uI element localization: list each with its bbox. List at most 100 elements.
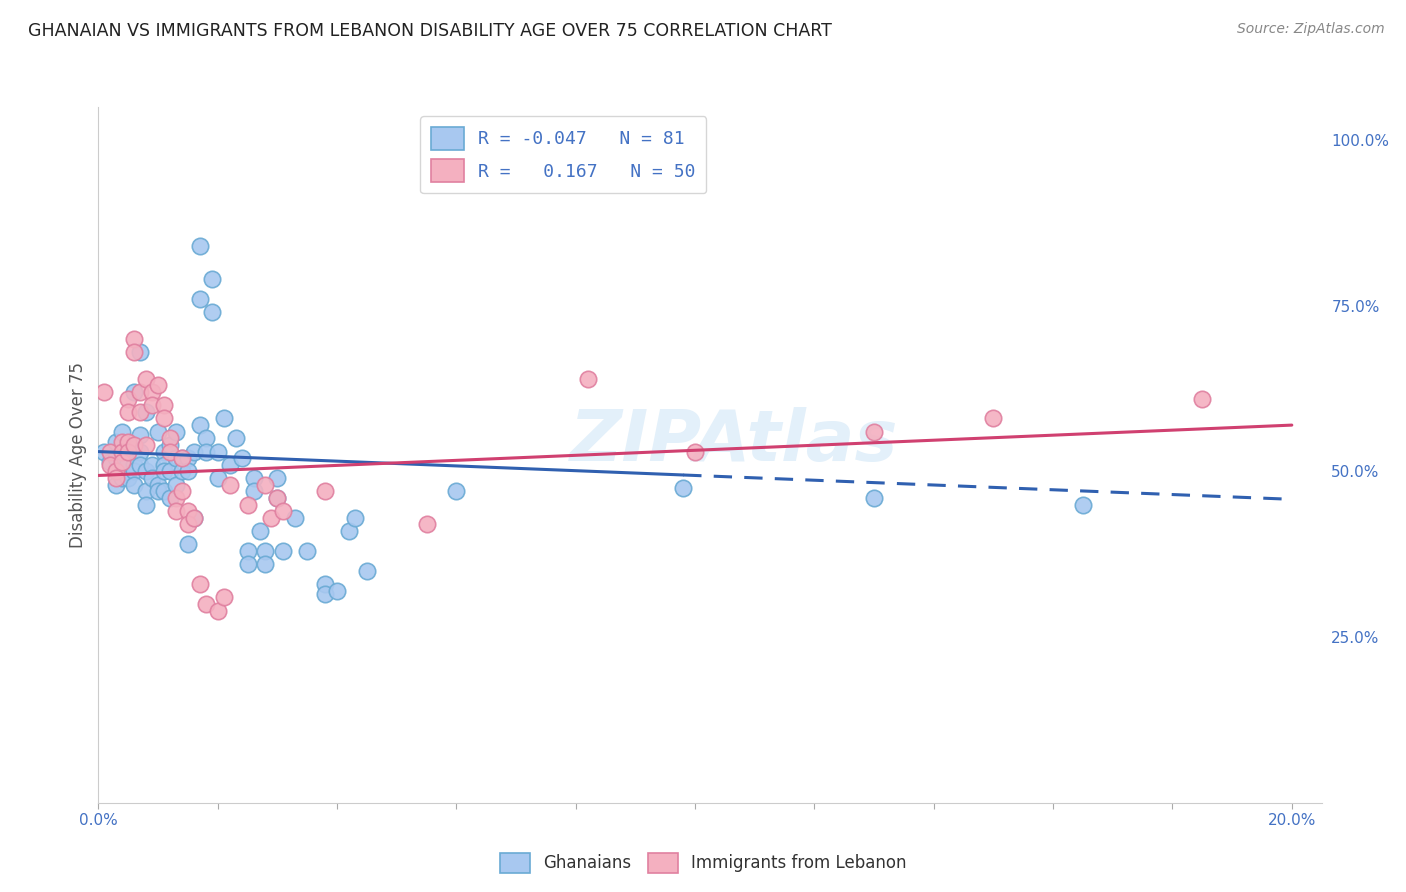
Point	[153, 398, 176, 412]
Point	[207, 471, 229, 485]
Point	[135, 372, 157, 386]
Point	[111, 458, 134, 472]
Point	[117, 405, 139, 419]
Point	[141, 384, 163, 399]
Point	[135, 465, 157, 479]
Point	[117, 454, 139, 468]
Point	[153, 458, 176, 472]
Point	[207, 604, 229, 618]
Point	[249, 524, 271, 538]
Point	[159, 431, 181, 445]
Point	[254, 544, 277, 558]
Point	[218, 477, 240, 491]
Point	[98, 458, 121, 472]
Point	[111, 434, 134, 449]
Point	[326, 583, 349, 598]
Point	[153, 444, 176, 458]
Point	[983, 411, 1005, 425]
Point	[105, 471, 128, 485]
Point	[122, 458, 145, 472]
Point	[194, 431, 217, 445]
Point	[266, 471, 288, 485]
Point	[273, 504, 295, 518]
Point	[266, 491, 288, 505]
Point	[260, 511, 283, 525]
Point	[194, 444, 217, 458]
Point	[105, 477, 128, 491]
Point	[170, 465, 193, 479]
Point	[146, 484, 169, 499]
Point	[314, 587, 336, 601]
Point	[141, 398, 163, 412]
Point	[153, 411, 176, 425]
Point	[177, 451, 200, 466]
Point	[183, 511, 205, 525]
Point	[129, 458, 152, 472]
Point	[93, 384, 115, 399]
Point	[153, 484, 176, 499]
Point	[242, 471, 264, 485]
Point	[188, 292, 211, 306]
Point	[1071, 498, 1094, 512]
Point	[146, 425, 169, 439]
Point	[314, 577, 336, 591]
Point	[135, 438, 157, 452]
Point	[111, 444, 134, 458]
Point	[212, 411, 235, 425]
Point	[266, 491, 288, 505]
Point	[273, 544, 295, 558]
Point	[672, 481, 695, 495]
Point	[153, 465, 176, 479]
Point	[129, 345, 152, 359]
Point	[117, 434, 139, 449]
Point	[254, 477, 277, 491]
Point	[863, 491, 886, 505]
Point	[141, 458, 163, 472]
Point	[212, 591, 235, 605]
Point	[117, 444, 139, 458]
Point	[194, 597, 217, 611]
Legend: R = -0.047   N = 81, R =   0.167   N = 50: R = -0.047 N = 81, R = 0.167 N = 50	[420, 116, 706, 194]
Point	[177, 537, 200, 551]
Point	[236, 544, 259, 558]
Point	[356, 564, 378, 578]
Point	[165, 491, 187, 505]
Point	[170, 451, 193, 466]
Point	[105, 434, 128, 449]
Point	[201, 272, 224, 286]
Point	[236, 498, 259, 512]
Point	[129, 428, 152, 442]
Point	[254, 558, 277, 572]
Point	[135, 484, 157, 499]
Point	[683, 444, 706, 458]
Point	[117, 392, 139, 406]
Point	[218, 458, 240, 472]
Point	[343, 511, 366, 525]
Point	[122, 477, 145, 491]
Point	[188, 577, 211, 591]
Point	[105, 451, 128, 466]
Point	[122, 332, 145, 346]
Point	[236, 558, 259, 572]
Point	[93, 444, 115, 458]
Point	[117, 465, 139, 479]
Point	[576, 372, 599, 386]
Point	[284, 511, 307, 525]
Point	[177, 517, 200, 532]
Point	[170, 451, 193, 466]
Text: GHANAIAN VS IMMIGRANTS FROM LEBANON DISABILITY AGE OVER 75 CORRELATION CHART: GHANAIAN VS IMMIGRANTS FROM LEBANON DISA…	[28, 22, 832, 40]
Point	[98, 454, 121, 468]
Point	[177, 504, 200, 518]
Point	[122, 384, 145, 399]
Point	[111, 454, 134, 468]
Point	[183, 444, 205, 458]
Point	[207, 444, 229, 458]
Point	[415, 517, 437, 532]
Point	[165, 451, 187, 466]
Point	[117, 471, 139, 485]
Point	[122, 438, 145, 452]
Point	[141, 471, 163, 485]
Point	[135, 498, 157, 512]
Point	[337, 524, 360, 538]
Point	[863, 425, 886, 439]
